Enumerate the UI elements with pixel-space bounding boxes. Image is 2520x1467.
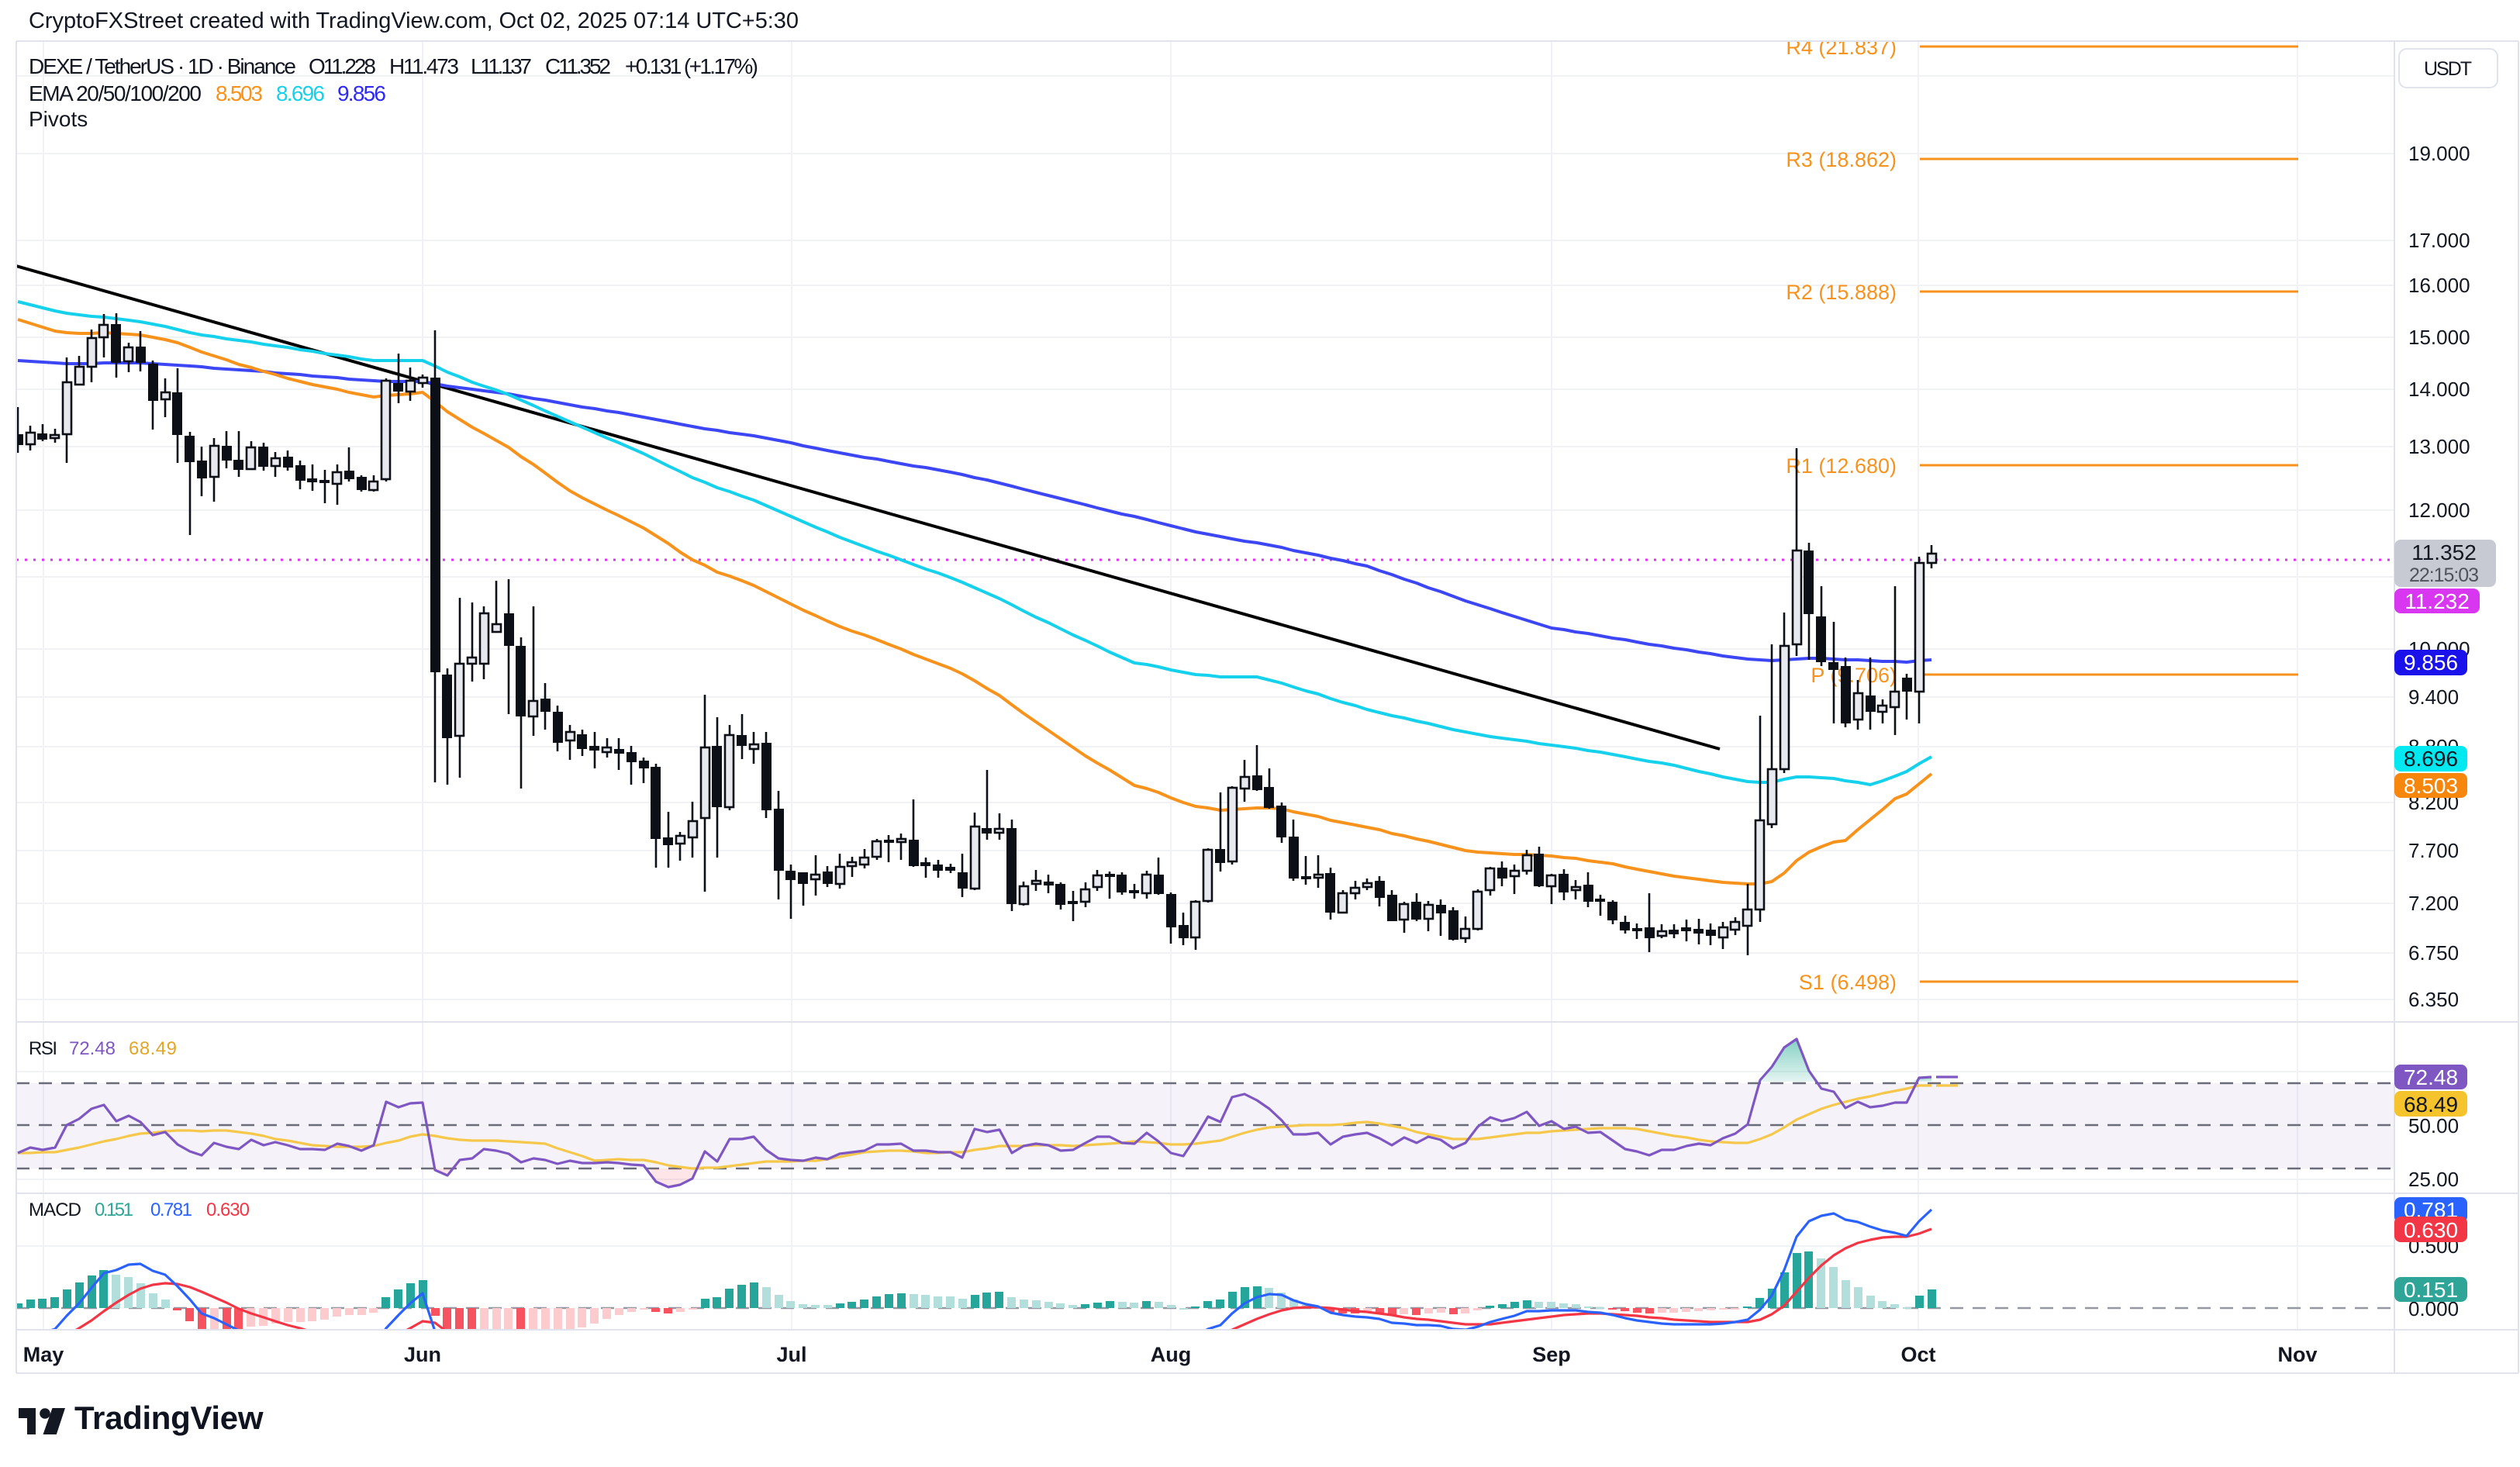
svg-text:68.49: 68.49: [129, 1038, 177, 1059]
svg-text:S1 (6.498): S1 (6.498): [1799, 971, 1897, 994]
svg-text:72.48: 72.48: [69, 1038, 116, 1059]
svg-text:0.781: 0.781: [150, 1199, 192, 1220]
svg-text:RSI: RSI: [29, 1038, 57, 1059]
svg-text:14.000: 14.000: [2408, 378, 2470, 401]
svg-text:EMA 20/50/100/200: EMA 20/50/100/200: [29, 81, 202, 105]
svg-text:R3 (18.862): R3 (18.862): [1786, 148, 1897, 171]
svg-text:6.750: 6.750: [2408, 941, 2459, 965]
svg-text:Jun: Jun: [404, 1343, 441, 1366]
svg-text:0.630: 0.630: [2404, 1218, 2458, 1242]
svg-text:72.48: 72.48: [2404, 1065, 2458, 1089]
svg-text:8.503: 8.503: [2404, 774, 2458, 798]
svg-text:H11.473: H11.473: [389, 54, 459, 78]
svg-text:8.696: 8.696: [276, 81, 325, 105]
svg-text:R1 (12.680): R1 (12.680): [1786, 454, 1897, 478]
svg-text:50.00: 50.00: [2408, 1114, 2459, 1137]
svg-text:8.503: 8.503: [216, 81, 263, 105]
svg-text:TradingView: TradingView: [74, 1400, 264, 1436]
svg-text:8.696: 8.696: [2404, 747, 2458, 771]
svg-text:13.000: 13.000: [2408, 435, 2470, 458]
svg-text:9.400: 9.400: [2408, 685, 2459, 709]
svg-text:O11.228: O11.228: [309, 54, 376, 78]
svg-text:C11.352: C11.352: [545, 54, 611, 78]
svg-text:68.49: 68.49: [2404, 1092, 2458, 1117]
svg-text:MACD: MACD: [29, 1199, 81, 1220]
svg-text:Jul: Jul: [776, 1343, 806, 1366]
svg-text:9.856: 9.856: [2404, 651, 2458, 675]
svg-text:May: May: [23, 1343, 64, 1366]
svg-text:6.350: 6.350: [2408, 988, 2459, 1011]
svg-text:+0.131 (+1.17%): +0.131 (+1.17%): [625, 54, 758, 78]
svg-text:DEXE / TetherUS · 1D · Binance: DEXE / TetherUS · 1D · Binance: [29, 54, 296, 78]
svg-text:CryptoFXStreet created with Tr: CryptoFXStreet created with TradingView.…: [29, 9, 799, 33]
svg-text:15.000: 15.000: [2408, 326, 2470, 349]
svg-text:P (9.706): P (9.706): [1811, 664, 1897, 687]
svg-text:0.151: 0.151: [2404, 1278, 2458, 1302]
svg-text:11.352: 11.352: [2411, 540, 2477, 564]
svg-text:11.232: 11.232: [2404, 589, 2470, 613]
svg-text:22:15:03: 22:15:03: [2409, 564, 2479, 586]
svg-text:16.000: 16.000: [2408, 274, 2470, 297]
svg-text:7.200: 7.200: [2408, 892, 2459, 915]
svg-text:Pivots: Pivots: [29, 107, 88, 131]
svg-text:12.000: 12.000: [2408, 499, 2470, 522]
svg-text:Oct: Oct: [1900, 1343, 1935, 1366]
svg-text:R2 (15.888): R2 (15.888): [1786, 281, 1897, 304]
svg-text:25.00: 25.00: [2408, 1168, 2459, 1191]
svg-text:9.856: 9.856: [337, 81, 386, 105]
svg-text:USDT: USDT: [2424, 58, 2472, 80]
svg-text:Aug: Aug: [1151, 1343, 1191, 1366]
svg-text:19.000: 19.000: [2408, 142, 2470, 165]
svg-text:Nov: Nov: [2277, 1343, 2317, 1366]
svg-text:0.151: 0.151: [95, 1199, 133, 1220]
svg-text:17.000: 17.000: [2408, 229, 2470, 252]
svg-text:7.700: 7.700: [2408, 839, 2459, 862]
svg-text:0.630: 0.630: [206, 1199, 250, 1220]
svg-text:R4 (21.837): R4 (21.837): [1786, 36, 1897, 59]
svg-text:L11.137: L11.137: [471, 54, 532, 78]
svg-text:Sep: Sep: [1532, 1343, 1571, 1366]
